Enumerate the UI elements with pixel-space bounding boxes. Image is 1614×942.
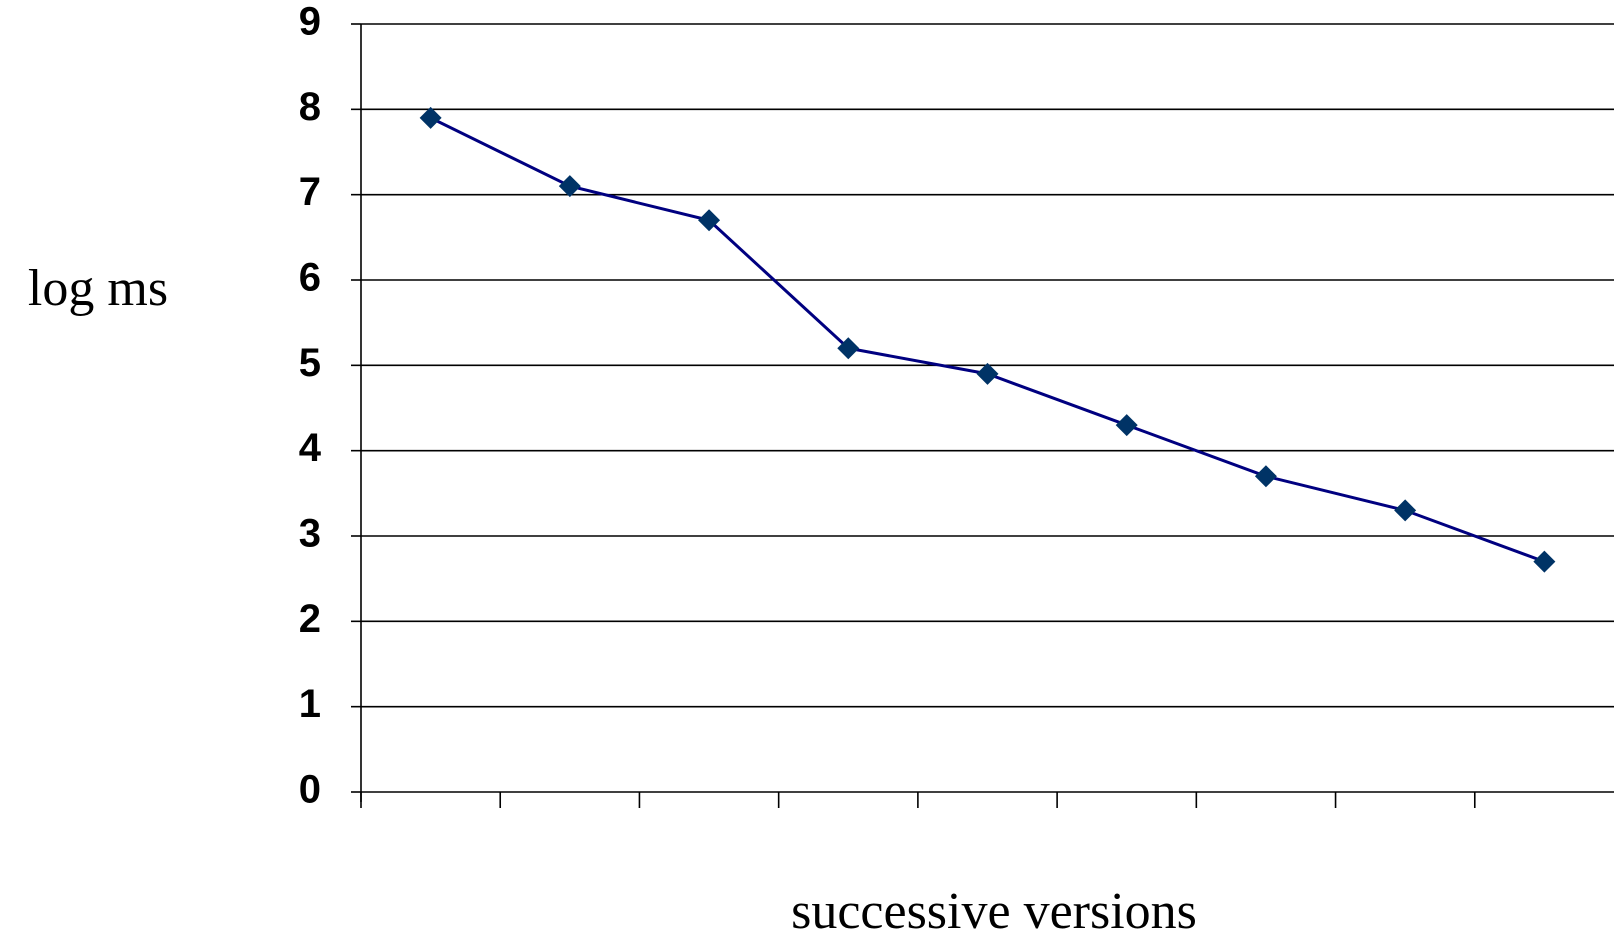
- y-tick-label: 5: [299, 341, 321, 385]
- y-tick-label: 8: [299, 85, 321, 129]
- y-tick-label: 6: [299, 256, 321, 300]
- y-axis-title: log ms: [28, 260, 168, 317]
- y-tick-label: 7: [299, 170, 321, 214]
- chart: log ms successive versions 0 1 2 3 4 5 6 7 8 9: [0, 0, 1614, 942]
- line: [431, 118, 1545, 562]
- y-tick-label: 3: [299, 512, 321, 556]
- marker: [1533, 551, 1555, 573]
- x-axis-title: successive versions: [791, 883, 1197, 940]
- marker: [1255, 465, 1277, 487]
- y-tick-label: 4: [299, 426, 322, 470]
- y-tick-label: 0: [299, 768, 321, 812]
- marker: [559, 175, 581, 197]
- marker: [977, 363, 999, 385]
- marker: [1394, 499, 1416, 521]
- y-tick-label: 2: [299, 597, 321, 641]
- marker: [1116, 414, 1138, 436]
- y-tick-label: 9: [299, 0, 321, 44]
- marker: [420, 107, 442, 129]
- y-tick-label: 1: [299, 682, 321, 726]
